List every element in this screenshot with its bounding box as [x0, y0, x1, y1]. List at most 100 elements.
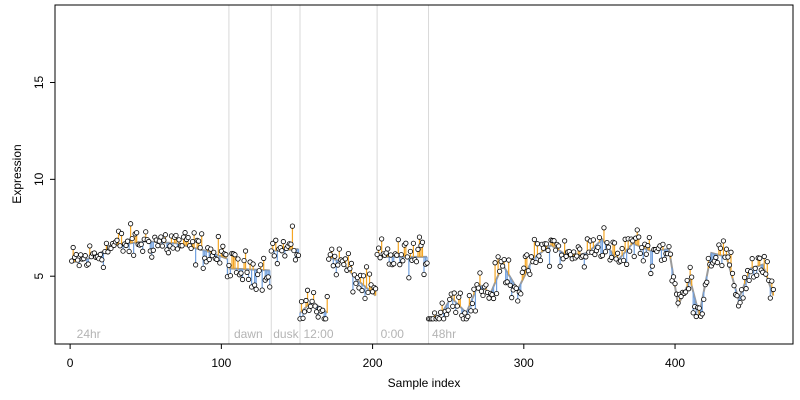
data-point [701, 296, 707, 302]
data-point [123, 242, 129, 249]
data-point [267, 284, 273, 290]
data-point [729, 270, 736, 276]
data-point [431, 310, 438, 316]
data-point [197, 245, 203, 251]
data-point [359, 287, 365, 294]
data-point [226, 262, 232, 269]
data-point [646, 234, 652, 241]
data-point [728, 249, 734, 255]
data-point [621, 257, 627, 264]
data-point [441, 316, 447, 322]
data-point [232, 252, 238, 258]
data-point [341, 261, 347, 268]
data-point [513, 285, 519, 291]
data-point [720, 238, 727, 244]
data-point [705, 255, 711, 262]
data-point [466, 292, 472, 299]
data-point [478, 288, 485, 294]
data-point [666, 243, 672, 250]
data-point [82, 253, 88, 259]
data-point [162, 232, 168, 238]
data-point [140, 248, 146, 254]
data-point [748, 269, 754, 275]
data-point [324, 293, 330, 300]
data-point [268, 248, 274, 254]
data-point [472, 308, 479, 314]
data-point [640, 258, 646, 264]
data-point [252, 282, 258, 288]
data-point [613, 256, 619, 262]
data-point [543, 241, 550, 247]
data-point [138, 241, 144, 247]
data-point [507, 282, 513, 288]
data-point [265, 274, 271, 280]
data-point [190, 239, 196, 245]
data-point [323, 316, 329, 322]
data-point [315, 314, 321, 320]
data-point [648, 270, 654, 277]
data-point [326, 256, 332, 262]
data-point [274, 261, 280, 267]
data-point [704, 279, 710, 285]
data-point [439, 300, 445, 306]
phase-labels: 24hr dawn dusk 12:00 0:00 48hr [77, 327, 456, 341]
data-point [687, 264, 693, 270]
data-point [436, 316, 442, 322]
data-point [571, 249, 577, 255]
data-point [348, 260, 355, 266]
data-point [369, 289, 376, 295]
data-point [699, 311, 705, 317]
data-point [557, 263, 563, 269]
data-point [742, 274, 748, 281]
data-point [454, 303, 460, 309]
data-point [220, 243, 226, 249]
data-point [719, 262, 725, 269]
data-point [363, 264, 370, 270]
data-point [179, 243, 185, 249]
data-point [493, 290, 500, 297]
data-point [131, 252, 137, 258]
data-point [419, 239, 426, 245]
data-point [76, 262, 82, 269]
data-point [599, 252, 606, 259]
data-point [333, 272, 339, 278]
data-point [634, 227, 640, 233]
data-point [631, 253, 637, 260]
data-point [270, 240, 276, 246]
data-point [492, 260, 498, 266]
data-point [734, 293, 740, 299]
data-point [672, 281, 678, 287]
data-point [108, 245, 114, 252]
data-point [490, 295, 497, 302]
data-point [546, 263, 553, 269]
data-point [150, 247, 156, 253]
x-tick-label: 200 [363, 356, 383, 370]
data-point [312, 303, 318, 309]
data-point [298, 298, 305, 305]
data-point [118, 230, 125, 237]
data-point [764, 259, 770, 265]
data-point [292, 257, 299, 263]
data-point [757, 255, 763, 261]
data-point [214, 256, 220, 262]
data-point [373, 286, 379, 292]
data-point [601, 225, 607, 231]
x-tick-label: 400 [665, 356, 685, 370]
data-point [242, 248, 249, 254]
data-point [208, 246, 214, 252]
y-axis-label: Expression [10, 144, 24, 203]
data-point [689, 274, 695, 280]
data-point [743, 286, 749, 292]
data-point [667, 251, 674, 257]
data-point [415, 246, 421, 253]
data-point [244, 269, 250, 275]
data-point [540, 245, 547, 251]
data-point [75, 257, 81, 263]
data-point [188, 245, 194, 252]
data-point [660, 241, 666, 247]
data-point [645, 243, 651, 249]
data-point [536, 253, 542, 259]
data-point [345, 250, 351, 257]
data-point [754, 272, 760, 278]
data-point [295, 252, 302, 258]
